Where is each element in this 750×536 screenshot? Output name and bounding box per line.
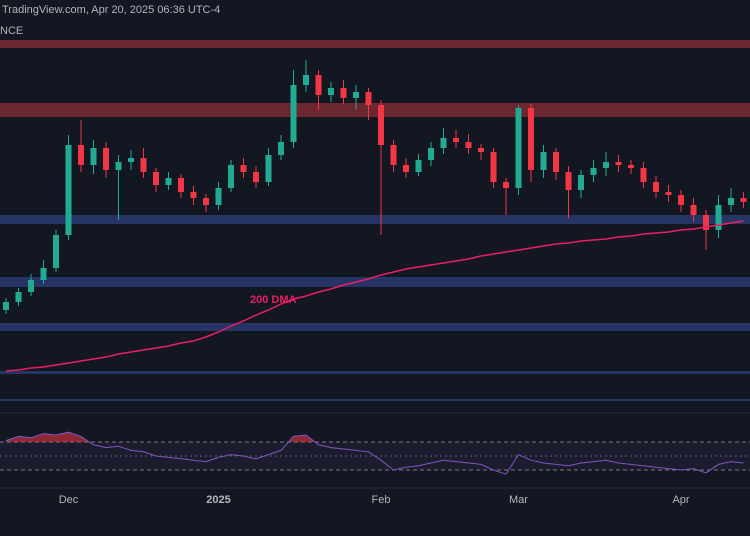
support-zone <box>0 399 750 401</box>
candle-body <box>190 192 197 198</box>
resistance-zone <box>0 40 750 48</box>
candle-body <box>353 92 359 98</box>
candle-body <box>40 268 47 280</box>
candle-body <box>15 292 22 302</box>
candle-body <box>703 215 709 230</box>
candle-body <box>465 142 472 148</box>
candle-body <box>103 148 109 170</box>
resistance-zone <box>0 103 750 117</box>
support-zone <box>0 323 750 331</box>
candle-body <box>153 172 159 185</box>
candle-body <box>315 75 322 95</box>
candle-body <box>290 85 297 142</box>
candle-body <box>328 88 334 95</box>
candle-body <box>178 178 184 192</box>
support-zone <box>0 215 750 224</box>
candle-body <box>65 145 72 235</box>
dma-label: 200 DMA <box>250 294 297 306</box>
candle-body <box>740 198 747 202</box>
candle-body <box>615 162 622 165</box>
candle-body <box>440 138 447 148</box>
candle-body <box>203 198 209 205</box>
candle-body <box>453 138 459 142</box>
candle-body <box>478 148 484 152</box>
dma-line <box>5 220 744 372</box>
candle-body <box>340 88 347 98</box>
candle-body <box>215 188 222 205</box>
candle-body <box>565 172 572 190</box>
candle-body <box>503 182 509 188</box>
candle-body <box>365 92 372 105</box>
rsi-overbought-area <box>6 432 315 442</box>
candle-body <box>53 235 59 268</box>
x-tick-label: Mar <box>509 494 528 506</box>
candle-body <box>90 148 97 165</box>
exchange-label: NCE <box>0 25 23 37</box>
candle-body <box>665 192 672 195</box>
candle-body <box>240 165 247 172</box>
candle-body <box>378 105 384 145</box>
candle-body <box>115 162 122 170</box>
candle-body <box>690 205 697 215</box>
candle-body <box>590 168 597 175</box>
candle-body <box>640 168 647 182</box>
candle-body <box>265 155 272 182</box>
candle-body <box>78 145 84 165</box>
candle-body <box>228 165 234 188</box>
source-label: TradingView.com, Apr 20, 2025 06:36 UTC-… <box>2 4 220 16</box>
candle-body <box>253 172 259 182</box>
support-zone <box>0 371 750 374</box>
x-tick-label: Apr <box>672 494 689 506</box>
candle-body <box>390 145 397 165</box>
candle-body <box>578 175 584 190</box>
candle-body <box>603 162 609 168</box>
candle-body <box>490 152 497 182</box>
rsi-line <box>5 431 744 475</box>
x-tick-label: Feb <box>372 494 391 506</box>
candle-body <box>528 108 534 170</box>
candle-body <box>278 142 284 155</box>
candle-body <box>3 302 9 310</box>
candle-body <box>728 198 734 205</box>
candle-body <box>553 152 559 172</box>
candle-body <box>428 148 434 160</box>
candle-body <box>28 280 34 292</box>
candle-body <box>415 160 422 172</box>
candle-body <box>403 165 409 172</box>
candle-body <box>128 158 134 162</box>
candle-body <box>140 158 147 172</box>
candle-body <box>515 108 522 188</box>
candle-body <box>540 152 547 170</box>
candle-body <box>678 195 684 205</box>
support-zone <box>0 277 750 287</box>
x-tick-label: Dec <box>59 494 79 506</box>
x-tick-label: 2025 <box>206 494 230 506</box>
candle-body <box>653 182 659 192</box>
candle-body <box>165 178 172 185</box>
candle-body <box>715 205 722 230</box>
candle-body <box>628 165 634 168</box>
candle-body <box>303 75 309 85</box>
